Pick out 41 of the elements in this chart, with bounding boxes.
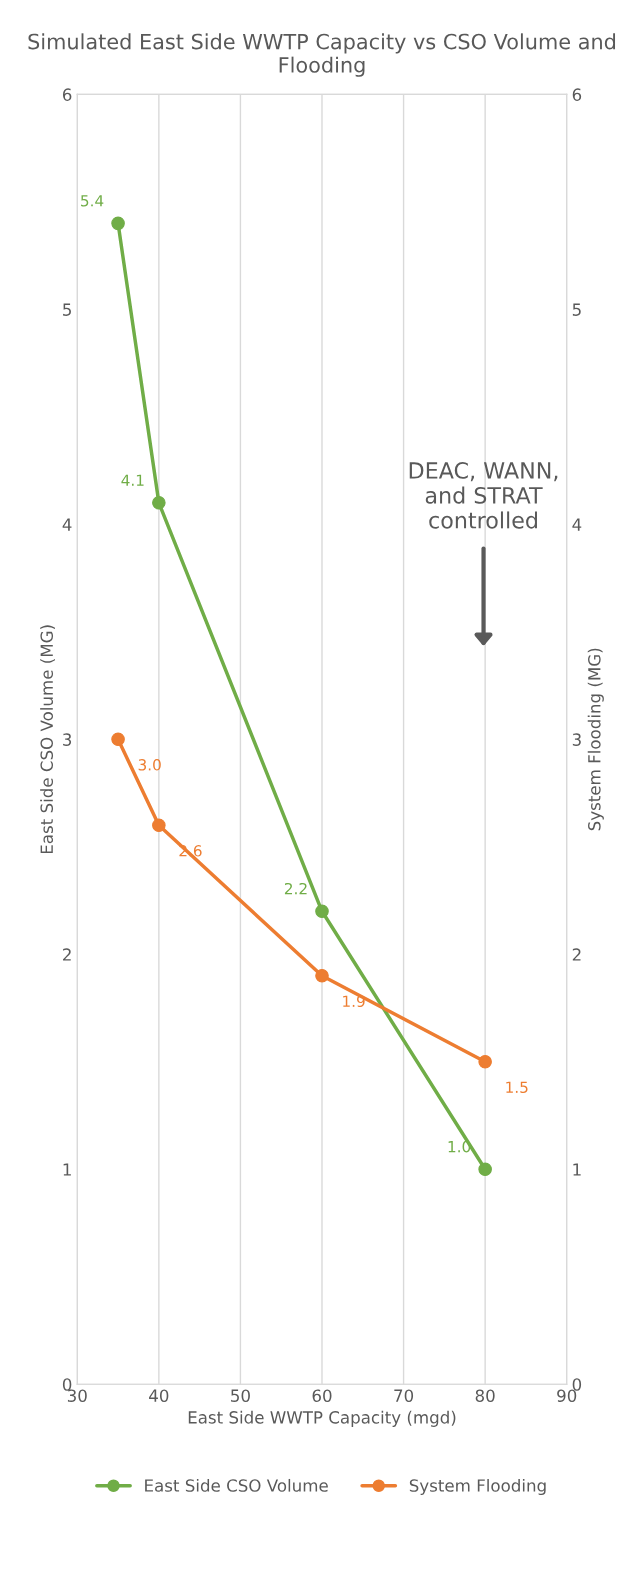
data-label: 4.1: [121, 474, 144, 486]
data-label: 1.5: [506, 1081, 528, 1094]
point: [478, 1055, 492, 1069]
y-tick-label: 4: [62, 518, 72, 531]
point: [152, 818, 166, 833]
x-tick-label: 30: [67, 1389, 87, 1402]
point: [478, 1162, 492, 1177]
x-tick-label: 70: [394, 1389, 414, 1402]
point: [152, 496, 166, 510]
data-label: 2.2: [284, 882, 307, 895]
y2-tick-label: 5: [572, 303, 581, 316]
y2-tick-label: 6: [572, 88, 582, 101]
x-tick-label: 90: [557, 1389, 577, 1402]
x-tick-label: 80: [475, 1389, 495, 1402]
y2-tick-label: 3: [572, 733, 581, 746]
y2-tick-label: 2: [572, 948, 581, 961]
y-tick-label: 1: [63, 1163, 71, 1176]
y2-tick-label: 1: [573, 1163, 581, 1176]
legend-label: East Side CSO Volume: [145, 1478, 328, 1492]
y-tick-label: 6: [62, 88, 72, 101]
x-tick-label: 50: [231, 1389, 250, 1402]
data-label: 3.0: [138, 759, 161, 771]
x-tick-label: 60: [312, 1389, 332, 1402]
y-tick-label: 3: [63, 733, 72, 746]
y-axis-title: East Side CSO Volume (MG): [40, 625, 55, 854]
point: [111, 216, 125, 231]
point: [315, 904, 329, 919]
y2-axis-title: System Flooding (MG): [587, 648, 604, 831]
x-tick-label: 40: [149, 1389, 169, 1402]
point: [315, 969, 329, 983]
y-tick-label: 0: [62, 1378, 72, 1391]
annotation: DEAC, WANN, and STRAT controlled: [409, 462, 558, 529]
point: [111, 732, 125, 747]
y2-tick-label: 0: [572, 1378, 582, 1391]
y-tick-label: 2: [63, 948, 71, 961]
y2-tick-label: 4: [572, 518, 582, 531]
legend-label: System Flooding: [409, 1478, 546, 1496]
y-tick-label: 5: [63, 303, 71, 316]
x-axis-title: East Side WWTP Capacity (mgd): [188, 1410, 456, 1427]
data-label: 5.4: [81, 195, 104, 207]
chart-title: Simulated East Side WWTP Capacity vs CSO Volume and Flooding: [28, 33, 616, 77]
